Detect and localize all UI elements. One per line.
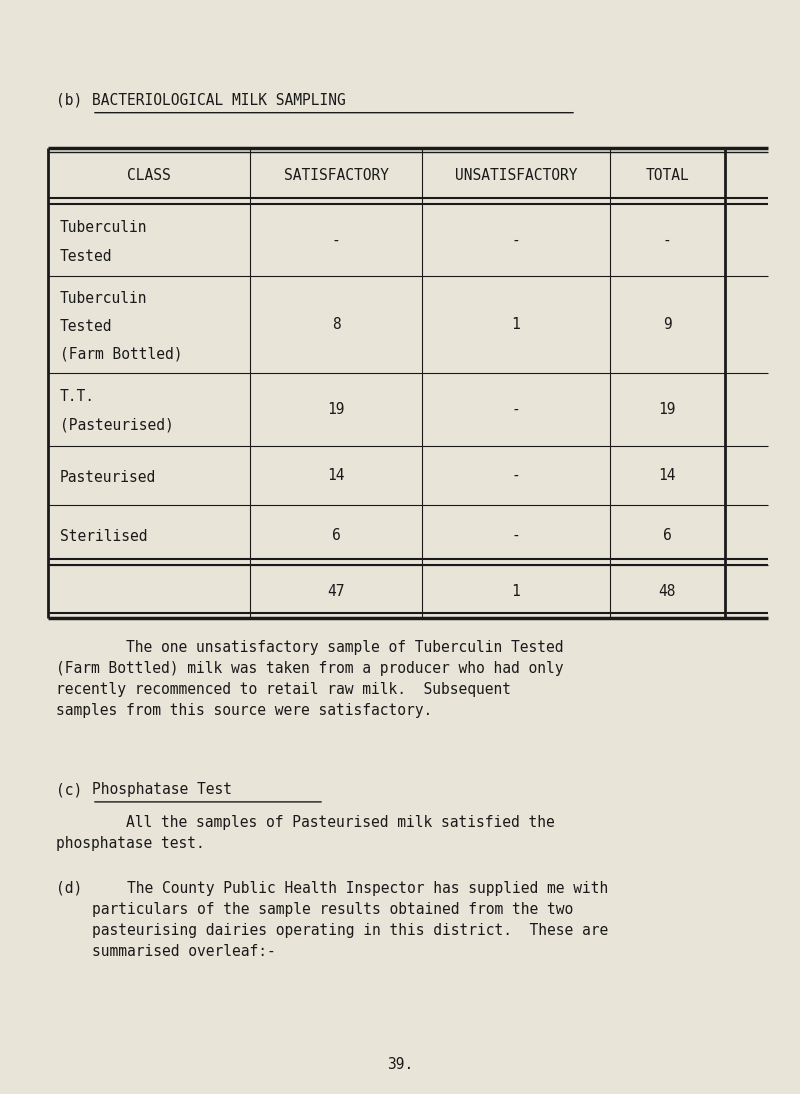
Text: -: - (512, 468, 520, 482)
Text: Sterilised: Sterilised (60, 529, 147, 545)
Text: BACTERIOLOGICAL MILK SAMPLING: BACTERIOLOGICAL MILK SAMPLING (92, 93, 346, 108)
Text: Phosphatase Test: Phosphatase Test (92, 782, 232, 798)
Text: 1: 1 (512, 317, 520, 333)
Text: 19: 19 (327, 403, 345, 417)
Text: (d): (d) (56, 881, 82, 896)
Text: Tested: Tested (60, 318, 113, 334)
Text: 48: 48 (658, 584, 676, 598)
Text: (Farm Bottled): (Farm Bottled) (60, 347, 182, 361)
Text: (b): (b) (56, 93, 82, 108)
Text: Tested: Tested (60, 248, 113, 264)
Text: 6: 6 (663, 527, 671, 543)
Text: (Pasteurised): (Pasteurised) (60, 418, 174, 433)
Text: The one unsatisfactory sample of Tuberculin Tested
(Farm Bottled) milk was taken: The one unsatisfactory sample of Tubercu… (56, 640, 563, 718)
Text: -: - (332, 233, 340, 247)
Text: 14: 14 (658, 468, 676, 482)
Text: 1: 1 (512, 584, 520, 598)
Text: All the samples of Pasteurised milk satisfied the
phosphatase test.: All the samples of Pasteurised milk sati… (56, 815, 554, 851)
Text: 39.: 39. (387, 1057, 413, 1072)
Text: CLASS: CLASS (127, 168, 170, 184)
Text: 6: 6 (332, 527, 340, 543)
Text: -: - (663, 233, 671, 247)
Text: 8: 8 (332, 317, 340, 333)
Text: Tuberculin: Tuberculin (60, 291, 147, 306)
Text: UNSATISFACTORY: UNSATISFACTORY (454, 168, 578, 184)
Text: -: - (512, 403, 520, 417)
Text: SATISFACTORY: SATISFACTORY (283, 168, 389, 184)
Text: The County Public Health Inspector has supplied me with
particulars of the sampl: The County Public Health Inspector has s… (92, 881, 608, 958)
Text: 9: 9 (663, 317, 671, 333)
Text: 14: 14 (327, 468, 345, 482)
Text: 47: 47 (327, 584, 345, 598)
Text: TOTAL: TOTAL (646, 168, 689, 184)
Text: Pasteurised: Pasteurised (60, 470, 156, 485)
Text: T.T.: T.T. (60, 389, 95, 404)
Text: -: - (512, 527, 520, 543)
Text: (c): (c) (56, 782, 82, 798)
Text: Tuberculin: Tuberculin (60, 220, 147, 235)
Text: -: - (512, 233, 520, 247)
Text: 19: 19 (658, 403, 676, 417)
